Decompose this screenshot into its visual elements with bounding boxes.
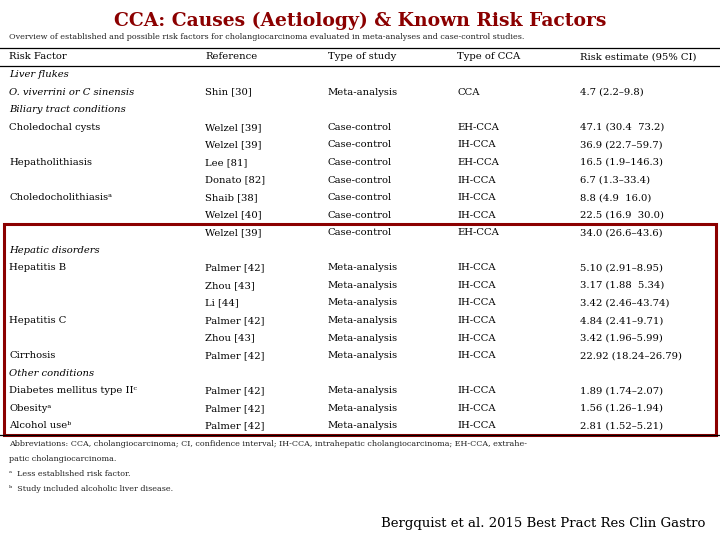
Text: CCA: Causes (Aetiology) & Known Risk Factors: CCA: Causes (Aetiology) & Known Risk Fac… bbox=[114, 12, 606, 30]
Text: Lee [81]: Lee [81] bbox=[205, 158, 248, 167]
Text: Bergquist et al. 2015 Best Pract Res Clin Gastro: Bergquist et al. 2015 Best Pract Res Cli… bbox=[381, 517, 706, 530]
Text: IH-CCA: IH-CCA bbox=[457, 176, 496, 185]
Text: 1.89 (1.74–2.07): 1.89 (1.74–2.07) bbox=[580, 386, 662, 395]
Text: 2.81 (1.52–5.21): 2.81 (1.52–5.21) bbox=[580, 421, 662, 430]
Text: IH-CCA: IH-CCA bbox=[457, 334, 496, 342]
Text: 22.5 (16.9  30.0): 22.5 (16.9 30.0) bbox=[580, 211, 664, 220]
Text: 22.92 (18.24–26.79): 22.92 (18.24–26.79) bbox=[580, 351, 682, 360]
Text: Meta-analysis: Meta-analysis bbox=[328, 87, 397, 97]
Text: Li [44]: Li [44] bbox=[205, 299, 239, 307]
Text: 4.7 (2.2–9.8): 4.7 (2.2–9.8) bbox=[580, 87, 644, 97]
Text: Case-control: Case-control bbox=[328, 123, 392, 132]
Text: Risk Factor: Risk Factor bbox=[9, 52, 67, 61]
Text: Case-control: Case-control bbox=[328, 176, 392, 185]
Text: IH-CCA: IH-CCA bbox=[457, 404, 496, 413]
Text: Type of study: Type of study bbox=[328, 52, 396, 61]
Text: 36.9 (22.7–59.7): 36.9 (22.7–59.7) bbox=[580, 140, 662, 150]
Text: IH-CCA: IH-CCA bbox=[457, 140, 496, 150]
Text: Meta-analysis: Meta-analysis bbox=[328, 281, 397, 290]
Text: Zhou [43]: Zhou [43] bbox=[205, 334, 255, 342]
Text: Meta-analysis: Meta-analysis bbox=[328, 351, 397, 360]
Text: Meta-analysis: Meta-analysis bbox=[328, 404, 397, 413]
Text: Hepatitis B: Hepatitis B bbox=[9, 264, 66, 272]
Text: Palmer [42]: Palmer [42] bbox=[205, 264, 265, 272]
Text: Alcohol useᵇ: Alcohol useᵇ bbox=[9, 421, 71, 430]
Text: Case-control: Case-control bbox=[328, 158, 392, 167]
Text: Meta-analysis: Meta-analysis bbox=[328, 316, 397, 325]
Text: Cirrhosis: Cirrhosis bbox=[9, 351, 55, 360]
Text: Reference: Reference bbox=[205, 52, 258, 61]
Text: 3.42 (1.96–5.99): 3.42 (1.96–5.99) bbox=[580, 334, 662, 342]
Text: Type of CCA: Type of CCA bbox=[457, 52, 521, 61]
Text: 47.1 (30.4  73.2): 47.1 (30.4 73.2) bbox=[580, 123, 664, 132]
Text: Palmer [42]: Palmer [42] bbox=[205, 386, 265, 395]
Text: Zhou [43]: Zhou [43] bbox=[205, 281, 255, 290]
Text: 8.8 (4.9  16.0): 8.8 (4.9 16.0) bbox=[580, 193, 651, 202]
Text: Meta-analysis: Meta-analysis bbox=[328, 421, 397, 430]
Text: 5.10 (2.91–8.95): 5.10 (2.91–8.95) bbox=[580, 264, 662, 272]
Text: Case-control: Case-control bbox=[328, 140, 392, 150]
Text: IH-CCA: IH-CCA bbox=[457, 281, 496, 290]
Text: Liver flukes: Liver flukes bbox=[9, 70, 69, 79]
Text: 16.5 (1.9–146.3): 16.5 (1.9–146.3) bbox=[580, 158, 662, 167]
Text: Shin [30]: Shin [30] bbox=[205, 87, 252, 97]
Text: Case-control: Case-control bbox=[328, 211, 392, 220]
Text: Abbreviations: CCA, cholangiocarcinoma; CI, confidence interval; IH-CCA, intrahe: Abbreviations: CCA, cholangiocarcinoma; … bbox=[9, 440, 527, 448]
Text: CCA: CCA bbox=[457, 87, 480, 97]
Text: 3.42 (2.46–43.74): 3.42 (2.46–43.74) bbox=[580, 299, 669, 307]
Text: IH-CCA: IH-CCA bbox=[457, 386, 496, 395]
Text: ᵇ  Study included alcoholic liver disease.: ᵇ Study included alcoholic liver disease… bbox=[9, 485, 174, 494]
Text: Risk estimate (95% CI): Risk estimate (95% CI) bbox=[580, 52, 696, 61]
Text: IH-CCA: IH-CCA bbox=[457, 193, 496, 202]
Text: 4.84 (2.41–9.71): 4.84 (2.41–9.71) bbox=[580, 316, 663, 325]
Text: EH-CCA: EH-CCA bbox=[457, 228, 499, 237]
Text: Biliary tract conditions: Biliary tract conditions bbox=[9, 105, 126, 114]
Text: EH-CCA: EH-CCA bbox=[457, 123, 499, 132]
Text: IH-CCA: IH-CCA bbox=[457, 351, 496, 360]
Text: Other conditions: Other conditions bbox=[9, 369, 94, 378]
Text: Choledochal cysts: Choledochal cysts bbox=[9, 123, 101, 132]
Text: Donato [82]: Donato [82] bbox=[205, 176, 266, 185]
Text: Meta-analysis: Meta-analysis bbox=[328, 334, 397, 342]
Text: Hepatitis C: Hepatitis C bbox=[9, 316, 67, 325]
Text: Meta-analysis: Meta-analysis bbox=[328, 386, 397, 395]
Text: 1.56 (1.26–1.94): 1.56 (1.26–1.94) bbox=[580, 404, 662, 413]
Text: Obesityᵃ: Obesityᵃ bbox=[9, 404, 52, 413]
Text: Shaib [38]: Shaib [38] bbox=[205, 193, 258, 202]
Text: Case-control: Case-control bbox=[328, 193, 392, 202]
Text: Welzel [39]: Welzel [39] bbox=[205, 140, 261, 150]
Text: 3.17 (1.88  5.34): 3.17 (1.88 5.34) bbox=[580, 281, 664, 290]
Text: IH-CCA: IH-CCA bbox=[457, 299, 496, 307]
Text: patic cholangiocarcinoma.: patic cholangiocarcinoma. bbox=[9, 455, 117, 463]
Text: EH-CCA: EH-CCA bbox=[457, 158, 499, 167]
Text: Welzel [39]: Welzel [39] bbox=[205, 228, 261, 237]
Text: Welzel [40]: Welzel [40] bbox=[205, 211, 262, 220]
Text: O. viverrini or C sinensis: O. viverrini or C sinensis bbox=[9, 87, 135, 97]
Text: Palmer [42]: Palmer [42] bbox=[205, 316, 265, 325]
Text: Meta-analysis: Meta-analysis bbox=[328, 299, 397, 307]
Text: 34.0 (26.6–43.6): 34.0 (26.6–43.6) bbox=[580, 228, 662, 237]
Text: IH-CCA: IH-CCA bbox=[457, 316, 496, 325]
Text: Hepatholithiasis: Hepatholithiasis bbox=[9, 158, 92, 167]
Text: Hepatic disorders: Hepatic disorders bbox=[9, 246, 100, 255]
Text: Welzel [39]: Welzel [39] bbox=[205, 123, 261, 132]
Text: Diabetes mellitus type IIᶜ: Diabetes mellitus type IIᶜ bbox=[9, 386, 138, 395]
Text: Palmer [42]: Palmer [42] bbox=[205, 404, 265, 413]
Text: IH-CCA: IH-CCA bbox=[457, 211, 496, 220]
Text: Case-control: Case-control bbox=[328, 228, 392, 237]
Text: Meta-analysis: Meta-analysis bbox=[328, 264, 397, 272]
Text: IH-CCA: IH-CCA bbox=[457, 421, 496, 430]
Text: Choledocholithiasisᵃ: Choledocholithiasisᵃ bbox=[9, 193, 112, 202]
Text: Palmer [42]: Palmer [42] bbox=[205, 351, 265, 360]
Text: ᵃ  Less established risk factor.: ᵃ Less established risk factor. bbox=[9, 470, 131, 478]
Text: 6.7 (1.3–33.4): 6.7 (1.3–33.4) bbox=[580, 176, 649, 185]
Text: Overview of established and possible risk factors for cholangiocarcinoma evaluat: Overview of established and possible ris… bbox=[9, 33, 525, 42]
Text: IH-CCA: IH-CCA bbox=[457, 264, 496, 272]
Text: Palmer [42]: Palmer [42] bbox=[205, 421, 265, 430]
Bar bbox=[4, 224, 716, 435]
